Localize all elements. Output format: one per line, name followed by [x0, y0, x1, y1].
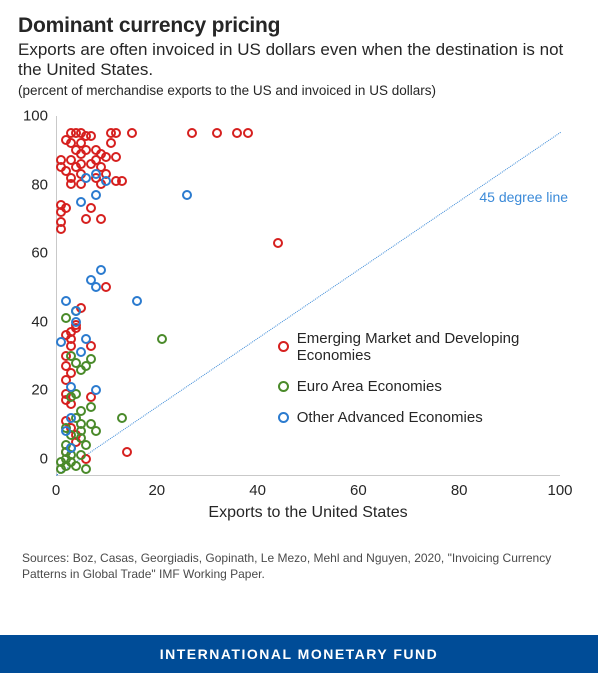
- data-point: [56, 337, 66, 347]
- data-point: [81, 173, 91, 183]
- data-point: [101, 176, 111, 186]
- x-tick: 0: [52, 476, 60, 499]
- x-tick: 60: [350, 476, 367, 499]
- data-point: [76, 406, 86, 416]
- data-point: [81, 334, 91, 344]
- legend-item: Euro Area Economies: [278, 378, 560, 395]
- reference-45-label: 45 degree line: [479, 189, 568, 205]
- data-point: [81, 214, 91, 224]
- data-point: [117, 413, 127, 423]
- data-point: [76, 159, 86, 169]
- data-point: [56, 155, 66, 165]
- legend-label: Euro Area Economies: [297, 378, 442, 395]
- data-point: [106, 138, 116, 148]
- x-tick: 20: [148, 476, 165, 499]
- data-point: [76, 347, 86, 357]
- data-point: [117, 176, 127, 186]
- data-point: [157, 334, 167, 344]
- axis-note: (percent of merchandise exports to the U…: [18, 83, 580, 98]
- legend-item: Other Advanced Economies: [278, 409, 560, 426]
- data-point: [81, 145, 91, 155]
- legend-marker-icon: [278, 412, 289, 423]
- data-point: [91, 426, 101, 436]
- y-tick: 20: [20, 382, 56, 399]
- data-point: [232, 128, 242, 138]
- chart-wrap: 02040608010002040608010045 degree lineEm…: [18, 116, 580, 522]
- x-tick: 100: [547, 476, 572, 499]
- data-point: [66, 173, 76, 183]
- data-point: [71, 461, 81, 471]
- data-point: [91, 385, 101, 395]
- data-point: [96, 265, 106, 275]
- data-point: [101, 282, 111, 292]
- data-point: [71, 317, 81, 327]
- footer-text: INTERNATIONAL MONETARY FUND: [160, 646, 439, 662]
- data-point: [66, 382, 76, 392]
- data-point: [96, 214, 106, 224]
- data-point: [122, 447, 132, 457]
- legend: Emerging Market and Developing Economies…: [278, 330, 560, 440]
- data-point: [86, 402, 96, 412]
- data-point: [91, 190, 101, 200]
- x-axis-label: Exports to the United States: [56, 504, 560, 522]
- data-point: [76, 419, 86, 429]
- data-point: [61, 426, 71, 436]
- data-point: [182, 190, 192, 200]
- legend-label: Emerging Market and Developing Economies: [297, 330, 560, 364]
- data-point: [111, 152, 121, 162]
- y-tick: 60: [20, 245, 56, 262]
- data-point: [91, 169, 101, 179]
- y-tick: 100: [20, 107, 56, 124]
- data-point: [71, 306, 81, 316]
- data-point: [111, 128, 121, 138]
- x-axis-line: [56, 475, 560, 476]
- legend-marker-icon: [278, 341, 289, 352]
- y-tick: 40: [20, 313, 56, 330]
- legend-label: Other Advanced Economies: [297, 409, 483, 426]
- data-point: [212, 128, 222, 138]
- data-point: [91, 282, 101, 292]
- data-point: [61, 203, 71, 213]
- chart-subtitle: Exports are often invoiced in US dollars…: [18, 40, 580, 81]
- data-point: [86, 203, 96, 213]
- data-point: [56, 217, 66, 227]
- data-point: [61, 313, 71, 323]
- x-tick: 80: [451, 476, 468, 499]
- legend-marker-icon: [278, 381, 289, 392]
- data-point: [273, 238, 283, 248]
- chart-container: Dominant currency pricing Exports are of…: [0, 0, 598, 582]
- data-point: [66, 368, 76, 378]
- data-point: [127, 128, 137, 138]
- y-tick: 0: [20, 450, 56, 467]
- data-point: [187, 128, 197, 138]
- x-tick: 40: [249, 476, 266, 499]
- chart-title: Dominant currency pricing: [18, 14, 580, 38]
- data-point: [76, 450, 86, 460]
- data-point: [101, 152, 111, 162]
- data-point: [66, 443, 76, 453]
- footer-banner: INTERNATIONAL MONETARY FUND: [0, 635, 598, 673]
- legend-item: Emerging Market and Developing Economies: [278, 330, 560, 364]
- data-point: [86, 354, 96, 364]
- data-point: [81, 464, 91, 474]
- y-tick: 80: [20, 176, 56, 193]
- data-point: [132, 296, 142, 306]
- data-point: [86, 131, 96, 141]
- data-point: [66, 413, 76, 423]
- data-point: [61, 296, 71, 306]
- data-point: [243, 128, 253, 138]
- data-point: [76, 197, 86, 207]
- sources-text: Sources: Boz, Casas, Georgiadis, Gopinat…: [18, 550, 580, 582]
- chart-area: 02040608010002040608010045 degree lineEm…: [56, 116, 560, 476]
- data-point: [81, 440, 91, 450]
